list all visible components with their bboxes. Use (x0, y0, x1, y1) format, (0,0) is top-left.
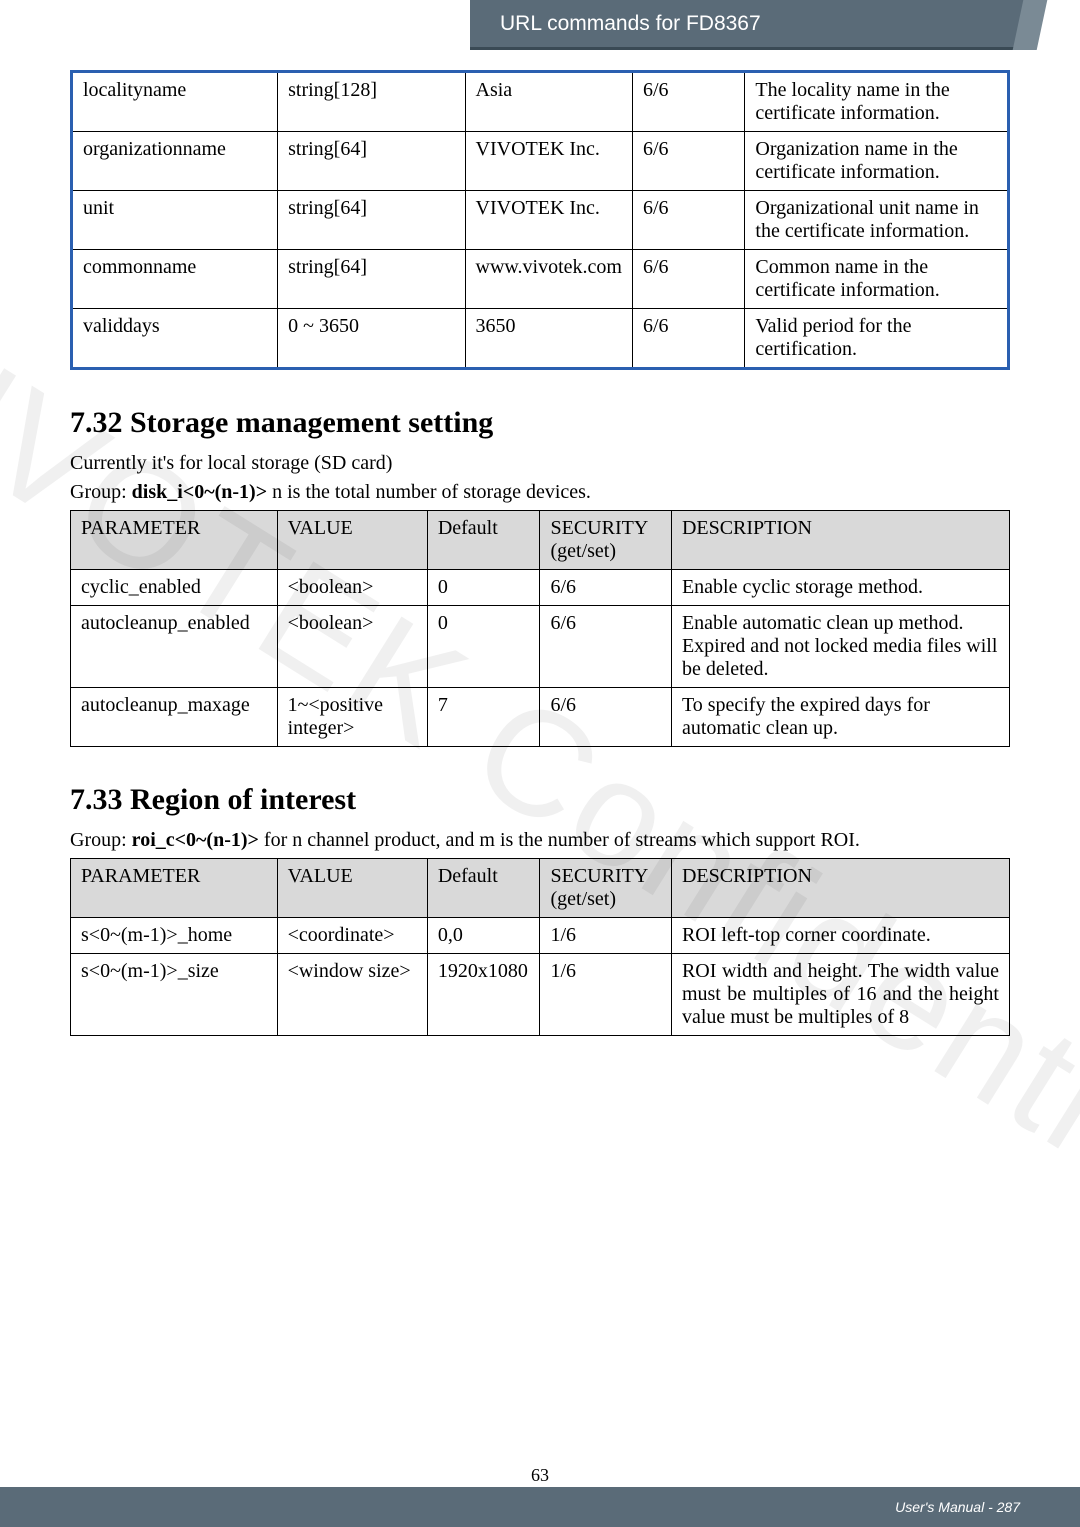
cell-security: 6/6 (632, 250, 744, 309)
table-row: autocleanup_maxage 1~<positive integer> … (71, 688, 1010, 747)
header-description: DESCRIPTION (671, 511, 1009, 570)
intro-suffix: for n channel product, and m is the numb… (259, 829, 860, 851)
table-row: validdays 0 ~ 3650 3650 6/6 Valid period… (72, 309, 1009, 369)
table-header-row: PARAMETER VALUE Default SECURITY (get/se… (71, 859, 1010, 918)
cell-value: string[64] (278, 250, 465, 309)
intro-prefix: Group: (70, 481, 132, 503)
cell-value: <coordinate> (277, 918, 427, 954)
cell-default: 0 (427, 606, 540, 688)
cell-default: 0 (427, 570, 540, 606)
header-parameter: PARAMETER (71, 511, 278, 570)
cell-value: 0 ~ 3650 (278, 309, 465, 369)
header-bar: URL commands for FD8367 (0, 0, 1080, 50)
cell-security: 6/6 (540, 688, 671, 747)
cell-name: cyclic_enabled (71, 570, 278, 606)
cell-value: <boolean> (277, 570, 427, 606)
table-row: s<0~(m-1)>_size <window size> 1920x1080 … (71, 954, 1010, 1036)
cell-value: string[64] (278, 132, 465, 191)
cell-value: <window size> (277, 954, 427, 1036)
cell-default: 3650 (465, 309, 632, 369)
cell-security: 6/6 (632, 309, 744, 369)
cell-desc: Enable cyclic storage method. (671, 570, 1009, 606)
cell-security: 6/6 (632, 132, 744, 191)
cell-default: www.vivotek.com (465, 250, 632, 309)
footer-bar: 63 User's Manual - 287 (0, 1487, 1080, 1527)
intro-bold: disk_i<0~(n-1)> (132, 481, 267, 503)
header-tab: URL commands for FD8367 (470, 0, 1030, 50)
cell-desc: Enable automatic clean up method. Expire… (671, 606, 1009, 688)
cell-value: 1~<positive integer> (277, 688, 427, 747)
roi-table: PARAMETER VALUE Default SECURITY (get/se… (70, 858, 1010, 1036)
section-heading-733: 7.33 Region of interest (70, 783, 1010, 817)
header-value: VALUE (277, 859, 427, 918)
cell-security: 6/6 (540, 606, 671, 688)
header-default: Default (427, 859, 540, 918)
table-row: organizationname string[64] VIVOTEK Inc.… (72, 132, 1009, 191)
storage-table: PARAMETER VALUE Default SECURITY (get/se… (70, 510, 1010, 747)
cell-desc: Valid period for the certification. (745, 309, 1009, 369)
cell-default: 1920x1080 (427, 954, 540, 1036)
cell-security: 6/6 (632, 191, 744, 250)
header-value: VALUE (277, 511, 427, 570)
table-row: s<0~(m-1)>_home <coordinate> 0,0 1/6 ROI… (71, 918, 1010, 954)
cell-value: <boolean> (277, 606, 427, 688)
cell-desc: Organizational unit name in the certific… (745, 191, 1009, 250)
page-content: localityname string[128] Asia 6/6 The lo… (0, 50, 1080, 1036)
cell-desc: ROI width and height. The width value mu… (671, 954, 1009, 1036)
cell-desc: Organization name in the certificate inf… (745, 132, 1009, 191)
intro-733: Group: roi_c<0~(n-1)> for n channel prod… (70, 829, 1010, 852)
intro-732-2: Group: disk_i<0~(n-1)> n is the total nu… (70, 481, 1010, 504)
table-row: localityname string[128] Asia 6/6 The lo… (72, 72, 1009, 132)
table-row: autocleanup_enabled <boolean> 0 6/6 Enab… (71, 606, 1010, 688)
header-security: SECURITY (get/set) (540, 859, 671, 918)
cell-default: VIVOTEK Inc. (465, 132, 632, 191)
cell-name: s<0~(m-1)>_home (71, 918, 278, 954)
cell-name: commonname (72, 250, 278, 309)
cell-name: organizationname (72, 132, 278, 191)
table-row: unit string[64] VIVOTEK Inc. 6/6 Organiz… (72, 191, 1009, 250)
intro-suffix: n is the total number of storage devices… (267, 481, 591, 503)
section-heading-732: 7.32 Storage management setting (70, 406, 1010, 440)
page-number-right: User's Manual - 287 (895, 1499, 1020, 1515)
certificate-table: localityname string[128] Asia 6/6 The lo… (70, 70, 1010, 370)
table-row: cyclic_enabled <boolean> 0 6/6 Enable cy… (71, 570, 1010, 606)
cell-default: VIVOTEK Inc. (465, 191, 632, 250)
cell-default: Asia (465, 72, 632, 132)
cell-desc: Common name in the certificate informati… (745, 250, 1009, 309)
header-security: SECURITY (get/set) (540, 511, 671, 570)
table-header-row: PARAMETER VALUE Default SECURITY (get/se… (71, 511, 1010, 570)
intro-prefix: Group: (70, 829, 132, 851)
table-row: commonname string[64] www.vivotek.com 6/… (72, 250, 1009, 309)
cell-name: s<0~(m-1)>_size (71, 954, 278, 1036)
cell-desc: To specify the expired days for automati… (671, 688, 1009, 747)
cell-value: string[128] (278, 72, 465, 132)
page-number-center: 63 (531, 1465, 549, 1486)
cell-name: autocleanup_maxage (71, 688, 278, 747)
header-description: DESCRIPTION (671, 859, 1009, 918)
cell-security: 6/6 (632, 72, 744, 132)
cell-security: 1/6 (540, 918, 671, 954)
cell-default: 7 (427, 688, 540, 747)
intro-732-1: Currently it's for local storage (SD car… (70, 452, 1010, 475)
header-default: Default (427, 511, 540, 570)
cell-value: string[64] (278, 191, 465, 250)
cell-name: autocleanup_enabled (71, 606, 278, 688)
cell-desc: ROI left-top corner coordinate. (671, 918, 1009, 954)
cell-name: localityname (72, 72, 278, 132)
cell-name: unit (72, 191, 278, 250)
cell-security: 6/6 (540, 570, 671, 606)
intro-bold: roi_c<0~(n-1)> (132, 829, 259, 851)
header-title: URL commands for FD8367 (500, 12, 761, 36)
cell-desc: The locality name in the certificate inf… (745, 72, 1009, 132)
header-parameter: PARAMETER (71, 859, 278, 918)
cell-name: validdays (72, 309, 278, 369)
cell-default: 0,0 (427, 918, 540, 954)
cell-security: 1/6 (540, 954, 671, 1036)
